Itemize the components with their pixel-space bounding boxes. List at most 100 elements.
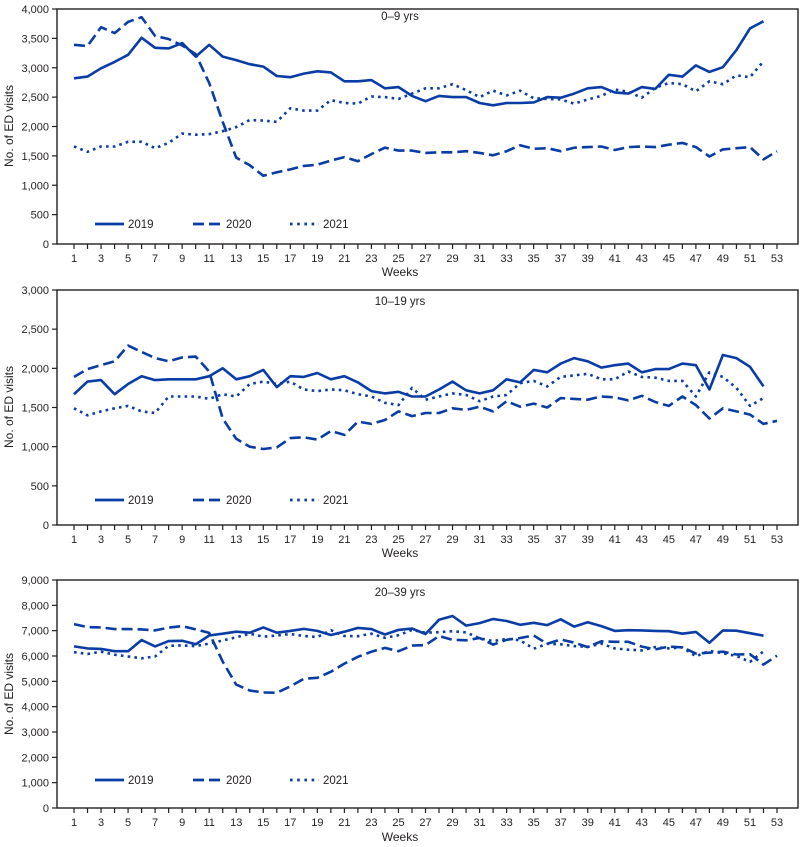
x-tick-label: 5 (125, 253, 131, 265)
x-tick-label: 39 (582, 817, 594, 829)
x-tick-label: 17 (284, 534, 296, 546)
series-line-2019 (73, 20, 765, 107)
panel-label: 20–39 yrs (375, 587, 426, 599)
x-tick-label: 21 (338, 817, 350, 829)
y-tick-label: 500 (31, 210, 49, 222)
plot-frame (56, 579, 799, 809)
x-tick-label: 45 (663, 817, 675, 829)
x-tick-label: 15 (257, 253, 269, 265)
y-tick-label: 3,000 (21, 285, 49, 297)
series-line-2021 (73, 60, 765, 154)
x-tick-label: 9 (179, 817, 185, 829)
x-tick-label: 35 (528, 534, 540, 546)
series-line-2020 (73, 15, 778, 178)
x-tick-label: 53 (771, 534, 783, 546)
x-tick-label: 15 (257, 534, 269, 546)
x-tick-label: 43 (636, 253, 648, 265)
y-axis-title: No. of ED visits (2, 85, 16, 167)
y-tick-label: 5,000 (21, 676, 49, 688)
x-tick-label: 17 (284, 817, 296, 829)
series-line-2021 (73, 628, 765, 664)
legend: 2019 2020 2021 (95, 219, 349, 231)
legend-label-2021: 2021 (323, 495, 349, 507)
x-tick-label: 27 (419, 534, 431, 546)
x-tick-label: 11 (203, 253, 214, 265)
x-tick-label: 29 (446, 817, 458, 829)
x-tick-label: 41 (609, 253, 621, 265)
series-line-2019 (73, 353, 765, 398)
x-tick-label: 29 (446, 253, 458, 265)
x-tick-label: 25 (392, 817, 404, 829)
x-tick-label: 35 (528, 253, 540, 265)
x-tick-label: 45 (663, 253, 675, 265)
x-tick-label: 11 (203, 534, 214, 546)
x-tick-label: 19 (311, 534, 323, 546)
x-tick-label: 3 (98, 534, 104, 546)
x-tick-label: 53 (771, 253, 783, 265)
legend-label-2019: 2019 (128, 219, 154, 231)
legend-label-2019: 2019 (128, 495, 154, 507)
y-tick-label: 2,500 (21, 92, 49, 104)
x-axis-title: Weeks (382, 546, 418, 560)
x-tick-label: 19 (311, 253, 323, 265)
y-tick-label: 2,500 (21, 324, 49, 336)
y-tick-label: 2,000 (21, 363, 49, 375)
x-axis-title: Weeks (382, 830, 418, 844)
y-tick-label: 1,000 (21, 180, 49, 192)
y-tick-label: 3,000 (21, 63, 49, 75)
y-tick-label: 4,000 (21, 702, 49, 714)
series-line-2019 (73, 614, 764, 653)
x-tick-label: 9 (179, 534, 185, 546)
x-tick-label: 47 (690, 817, 702, 829)
x-tick-label: 47 (690, 253, 702, 265)
series-line-2020 (73, 622, 778, 695)
legend-label-2020: 2020 (226, 495, 252, 507)
x-tick-label: 19 (311, 817, 323, 829)
x-tick-label: 23 (365, 817, 377, 829)
x-tick-label: 21 (338, 253, 350, 265)
y-tick-label: 500 (31, 481, 49, 493)
plot-frame (56, 289, 799, 526)
y-tick-label: 8,000 (21, 600, 49, 612)
chart-panel-20-39-yrs: 0 1,000 2,000 3,000 4,000 5,000 6,000 7,000 8,00… (2, 575, 799, 844)
x-tick-label: 25 (392, 253, 404, 265)
chart-panel-0-9-yrs: 0 500 1,000 1,500 2,000 2,500 3,000 3,500 4,000 1… (2, 4, 799, 279)
x-tick-label: 13 (230, 534, 242, 546)
x-tick-label: 33 (500, 534, 512, 546)
x-tick-label: 43 (636, 817, 648, 829)
x-tick-label: 51 (744, 253, 756, 265)
y-tick-label: 0 (43, 239, 49, 251)
x-tick-label: 35 (528, 817, 540, 829)
x-tick-label: 51 (744, 534, 756, 546)
x-tick-label: 21 (338, 534, 350, 546)
x-tick-label: 7 (152, 253, 158, 265)
y-axis-title: No. of ED visits (2, 653, 16, 735)
x-tick-label: 29 (446, 534, 458, 546)
x-tick-label: 3 (98, 817, 104, 829)
x-tick-label: 47 (690, 534, 702, 546)
y-tick-label: 0 (43, 520, 49, 532)
y-tick-label: 6,000 (21, 651, 49, 663)
x-tick-label: 5 (125, 817, 131, 829)
x-tick-label: 1 (71, 534, 77, 546)
x-tick-label: 37 (555, 253, 567, 265)
x-tick-label: 9 (179, 253, 185, 265)
x-tick-label: 33 (500, 817, 512, 829)
x-tick-label: 37 (555, 817, 567, 829)
x-tick-label: 25 (392, 534, 404, 546)
y-tick-label: 1,000 (21, 778, 49, 790)
x-tick-label: 33 (500, 253, 512, 265)
legend-label-2019: 2019 (128, 775, 154, 787)
x-tick-label: 13 (230, 817, 242, 829)
x-tick-label: 15 (257, 817, 269, 829)
y-tick-label: 3,500 (21, 33, 49, 45)
x-tick-label: 41 (609, 534, 621, 546)
legend-label-2020: 2020 (226, 775, 252, 787)
y-tick-label: 4,000 (21, 4, 49, 16)
legend-label-2021: 2021 (323, 775, 349, 787)
y-tick-label: 2,000 (21, 122, 49, 134)
panel-label: 0–9 yrs (381, 11, 419, 23)
plot-frame (56, 8, 799, 245)
